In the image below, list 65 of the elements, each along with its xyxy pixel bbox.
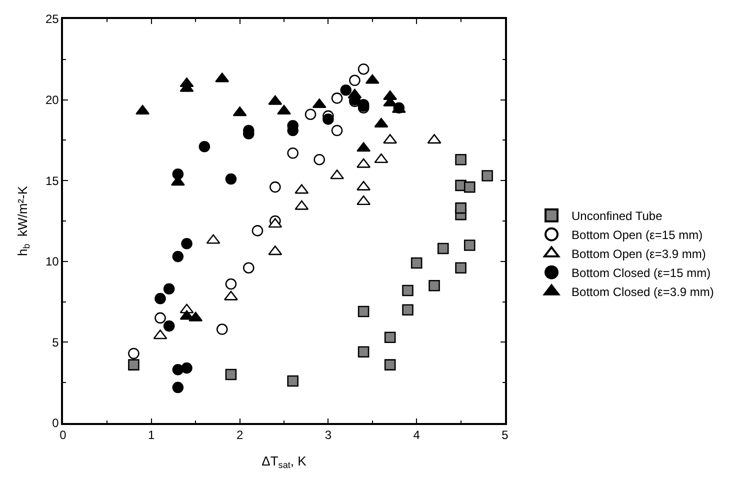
y-tick-label: 25 (45, 12, 60, 26)
point (172, 250, 184, 262)
point (154, 312, 166, 324)
legend-label: Unconfined Tube (572, 209, 663, 223)
x-tick-label: 1 (148, 428, 156, 442)
point (163, 283, 175, 295)
legend-label: Bottom Open (ε=15 mm) (572, 228, 703, 242)
y-tick-label: 20 (45, 93, 60, 107)
point (331, 124, 343, 136)
x-axis-title: ΔT$_{sat}$, K (262, 453, 307, 470)
y-tick-label: 15 (45, 174, 60, 188)
x-tick-label: 2 (236, 428, 244, 442)
point (358, 306, 370, 318)
point (242, 262, 254, 274)
point (154, 292, 166, 304)
point (455, 202, 466, 214)
point (464, 240, 476, 251)
point (181, 362, 192, 374)
point (482, 170, 493, 182)
point (198, 141, 210, 152)
y-tick-label: 0 (52, 416, 60, 430)
point (455, 262, 466, 274)
point (464, 181, 476, 193)
point (270, 181, 281, 193)
legend-label: Bottom Closed (ε=15 mm) (572, 266, 711, 280)
point (349, 74, 360, 86)
point (358, 63, 370, 75)
point (358, 346, 370, 358)
point (252, 225, 264, 236)
point (410, 257, 422, 269)
point (384, 359, 396, 370)
point (163, 320, 175, 332)
point (128, 359, 140, 370)
point (437, 242, 449, 254)
point (225, 368, 237, 380)
legend-label: Bottom Open (ε=3.9 mm) (572, 247, 706, 261)
point (277, 104, 291, 115)
point (304, 108, 316, 120)
point (331, 92, 343, 104)
point (314, 154, 326, 166)
point (287, 147, 298, 159)
y-tick-label: 10 (45, 254, 60, 269)
point (181, 238, 192, 250)
point (216, 324, 228, 335)
x-tick-label: 4 (413, 428, 420, 442)
point (384, 332, 396, 343)
point (136, 104, 150, 115)
x-tick-label: 5 (502, 428, 509, 442)
point (356, 195, 371, 206)
point (428, 280, 440, 292)
point (340, 84, 352, 96)
point (402, 304, 414, 316)
point (225, 173, 237, 185)
point (225, 278, 237, 290)
point (172, 364, 184, 376)
point (455, 154, 466, 166)
y-tick-label: 5 (52, 335, 60, 350)
point (402, 284, 414, 296)
point (128, 348, 140, 360)
point (180, 77, 194, 88)
point (287, 375, 298, 387)
point (172, 382, 184, 394)
legend-label: Bottom Closed (ε=3.9 mm) (572, 285, 714, 299)
x-tick-label: 3 (324, 428, 332, 442)
point (322, 114, 334, 125)
